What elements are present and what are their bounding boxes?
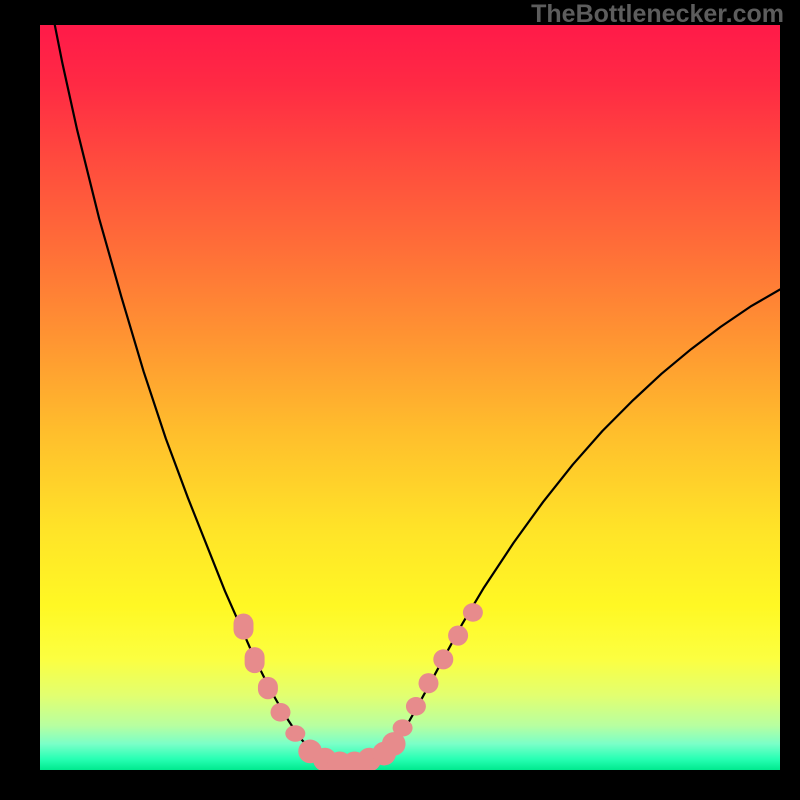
data-marker-pill <box>463 603 483 622</box>
data-marker-pill <box>419 673 439 693</box>
watermark-text: TheBottlenecker.com <box>531 0 784 29</box>
data-marker-pill <box>406 697 426 716</box>
data-marker-pill <box>258 677 278 699</box>
chart-container: TheBottlenecker.com <box>0 0 800 800</box>
data-marker-dot <box>382 732 406 756</box>
data-marker-pill <box>271 703 291 722</box>
data-marker-pill <box>234 614 254 640</box>
data-marker-pill <box>433 649 453 669</box>
data-marker-pill <box>448 625 468 645</box>
data-marker-pill <box>285 725 305 741</box>
plot-area <box>40 25 780 770</box>
data-marker-pill <box>245 647 265 673</box>
gradient-background <box>40 25 780 770</box>
